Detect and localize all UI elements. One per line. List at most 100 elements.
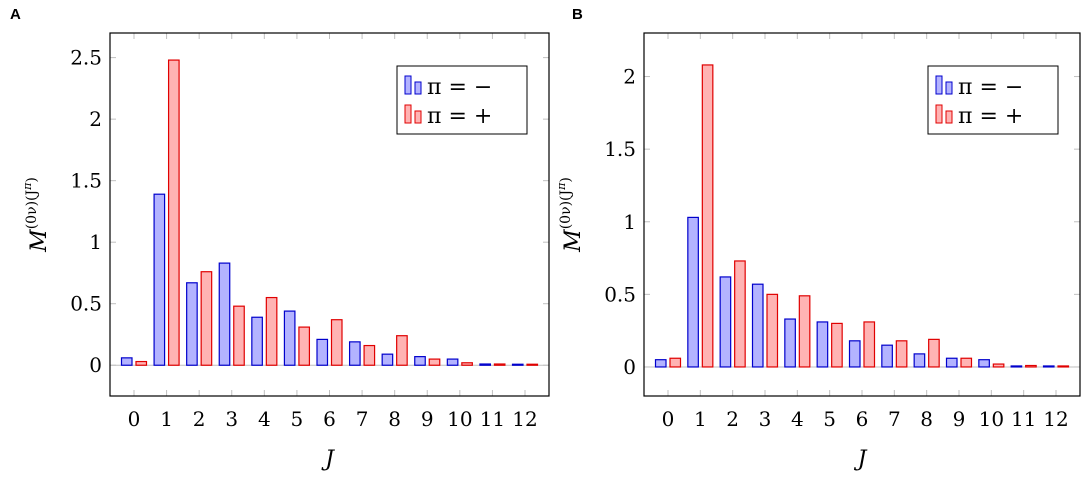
bar-plus-J3 <box>233 305 245 366</box>
x-axis-title: J <box>854 447 868 472</box>
plot-frame <box>109 32 550 397</box>
bar-plus-J9 <box>428 358 441 366</box>
plot-frame <box>643 32 1081 397</box>
y-tick-label: 0 <box>623 355 636 379</box>
y-tick-label: 2 <box>89 107 102 131</box>
bar-minus-J9 <box>414 356 426 366</box>
x-tick-label: 0 <box>128 407 141 431</box>
y-tick-label: 1.5 <box>604 137 636 161</box>
bar-plus-J4 <box>265 296 278 366</box>
bar-plus-J12 <box>526 363 539 366</box>
bar-minus-J1 <box>153 193 166 366</box>
legend-swatch-plus-short <box>945 110 953 124</box>
y-tick-label: 2.5 <box>70 46 102 70</box>
x-tick-label: 6 <box>856 407 869 431</box>
x-tick-label: 2 <box>193 407 206 431</box>
x-tick-label: 1 <box>694 407 707 431</box>
bar-minus-J6 <box>848 340 861 368</box>
x-tick-label: 7 <box>356 407 369 431</box>
legend-label-minus: π = − <box>958 75 1023 100</box>
bar-plus-J2 <box>200 271 213 366</box>
x-tick-label: 9 <box>953 407 966 431</box>
legend-swatch-plus-tall <box>404 104 412 124</box>
y-axis-title-super-pi: π <box>555 182 568 191</box>
y-axis-title-main: M <box>561 229 586 253</box>
bar-minus-J11 <box>479 363 492 366</box>
x-tick-label: 8 <box>920 407 933 431</box>
bar-plus-J11 <box>493 363 506 366</box>
panel-label-b: B <box>572 6 583 23</box>
bar-minus-J10 <box>978 359 990 368</box>
bar-minus-J6 <box>316 338 329 366</box>
y-tick-label: 1 <box>623 210 636 234</box>
bar-plus-J8 <box>396 335 408 366</box>
legend-swatch-minus-short <box>414 81 422 95</box>
y-tick-label: 2 <box>623 65 636 89</box>
legend-swatch-plus-tall <box>935 104 943 124</box>
bar-plus-J7 <box>895 340 908 368</box>
bar-minus-J12 <box>1042 365 1055 368</box>
bar-plus-J6 <box>863 321 876 368</box>
x-tick-label: 9 <box>421 407 434 431</box>
bar-minus-J7 <box>348 341 361 366</box>
bar-minus-J8 <box>913 353 926 368</box>
x-tick-label: 3 <box>225 407 238 431</box>
y-axis-title: M(0ν)(Jπ) <box>555 177 586 253</box>
x-tick-label: 11 <box>480 407 505 431</box>
bar-minus-J3 <box>751 283 764 368</box>
bar-plus-J10 <box>992 363 1005 368</box>
bar-minus-J10 <box>446 358 459 366</box>
bar-minus-J9 <box>945 357 958 368</box>
y-axis-title-super-pi: π <box>21 182 34 191</box>
bar-plus-J3 <box>766 293 779 368</box>
bar-plus-J1 <box>167 59 180 366</box>
bar-minus-J4 <box>251 316 263 366</box>
bar-plus-J0 <box>135 360 148 366</box>
bar-plus-J8 <box>928 338 940 368</box>
y-axis-title-super: (0ν)(J <box>24 190 40 229</box>
y-tick-label: 1.5 <box>70 169 102 193</box>
x-tick-label: 4 <box>258 407 271 431</box>
bar-minus-J5 <box>283 310 296 366</box>
y-tick-label: 0.5 <box>604 282 636 306</box>
legend-label-plus: π = + <box>958 104 1023 129</box>
legend-label-minus: π = − <box>427 75 492 100</box>
panel-label-a: A <box>10 6 21 23</box>
x-tick-label: 11 <box>1011 407 1036 431</box>
x-tick-label: 6 <box>323 407 336 431</box>
bar-plus-J1 <box>701 64 714 368</box>
bar-minus-J0 <box>120 357 133 366</box>
y-axis-title-super-close: ) <box>24 177 40 182</box>
y-tick-label: 0 <box>89 353 102 377</box>
x-tick-label: 12 <box>512 407 537 431</box>
x-tick-label: 12 <box>1043 407 1068 431</box>
legend-swatch-minus-tall <box>404 75 412 95</box>
x-tick-label: 10 <box>447 407 472 431</box>
bar-plus-J0 <box>669 357 682 368</box>
x-tick-label: 5 <box>291 407 304 431</box>
bar-minus-J7 <box>881 344 893 368</box>
y-tick-label: 1 <box>89 230 102 254</box>
bar-minus-J4 <box>784 318 796 368</box>
x-axis-title: J <box>321 447 335 472</box>
y-axis-title-super: (0ν)(J <box>558 190 574 229</box>
bar-plus-J6 <box>330 319 343 366</box>
bar-minus-J8 <box>381 353 394 366</box>
x-tick-label: 4 <box>791 407 804 431</box>
legend: π = − π = + <box>396 65 528 135</box>
bar-plus-J9 <box>960 357 973 368</box>
bar-minus-J12 <box>511 363 524 366</box>
chart-panel-a: 00.511.522.50 1 2 3 4 5 6 7 8 9 10 11 12JM(0ν)(Jπ)π … <box>21 32 550 472</box>
x-tick-label: 7 <box>888 407 901 431</box>
bar-minus-J3 <box>218 262 231 366</box>
x-tick-label: 2 <box>726 407 739 431</box>
x-tick-label: 10 <box>979 407 1004 431</box>
y-axis-title: M(0ν)(Jπ) <box>21 177 52 253</box>
x-tick-label: 8 <box>388 407 401 431</box>
bar-minus-J2 <box>719 276 732 368</box>
bar-minus-J2 <box>186 282 198 366</box>
bar-minus-J1 <box>687 216 699 368</box>
x-tick-label: 1 <box>160 407 173 431</box>
